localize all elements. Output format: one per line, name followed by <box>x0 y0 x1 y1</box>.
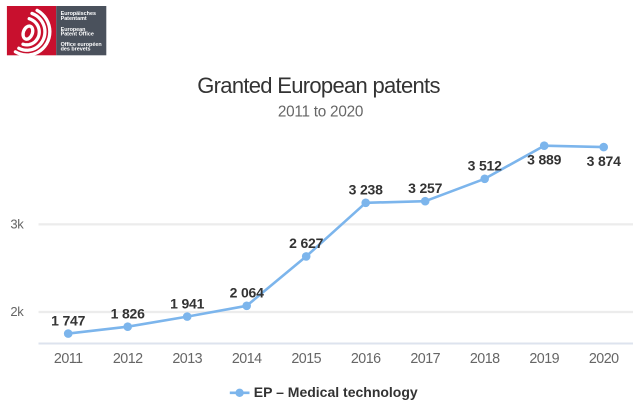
svg-text:3 238: 3 238 <box>349 182 383 198</box>
svg-text:2013: 2013 <box>172 351 202 367</box>
svg-text:Patentamt: Patentamt <box>61 16 87 22</box>
svg-text:2011 to 2020: 2011 to 2020 <box>278 104 363 121</box>
svg-text:2020: 2020 <box>589 351 619 367</box>
svg-text:1 941: 1 941 <box>170 295 204 311</box>
svg-text:3 257: 3 257 <box>408 180 442 196</box>
svg-text:2011: 2011 <box>54 351 83 367</box>
svg-text:Europäisches: Europäisches <box>61 11 96 17</box>
svg-text:2017: 2017 <box>410 351 440 367</box>
svg-text:3 874: 3 874 <box>587 153 621 169</box>
svg-text:2016: 2016 <box>351 351 381 367</box>
svg-text:3 889: 3 889 <box>527 152 561 168</box>
svg-text:3 512: 3 512 <box>468 158 502 174</box>
svg-text:European: European <box>61 27 86 33</box>
svg-text:2014: 2014 <box>232 351 262 367</box>
svg-text:2018: 2018 <box>470 351 500 367</box>
svg-text:2 064: 2 064 <box>230 285 264 301</box>
svg-text:2k: 2k <box>10 304 24 319</box>
svg-text:1 826: 1 826 <box>111 306 145 322</box>
svg-text:Office européen: Office européen <box>61 42 102 48</box>
svg-text:3k: 3k <box>10 217 24 232</box>
svg-text:2015: 2015 <box>291 351 321 367</box>
svg-text:1 747: 1 747 <box>51 312 85 328</box>
svg-text:Patent Office: Patent Office <box>61 32 94 38</box>
svg-text:2019: 2019 <box>529 351 559 367</box>
svg-text:EP – Medical technology: EP – Medical technology <box>254 384 418 400</box>
svg-text:des brevets: des brevets <box>61 47 91 53</box>
svg-text:2012: 2012 <box>113 351 143 367</box>
svg-text:Granted European patents: Granted European patents <box>197 73 440 98</box>
svg-text:2 627: 2 627 <box>289 235 323 251</box>
